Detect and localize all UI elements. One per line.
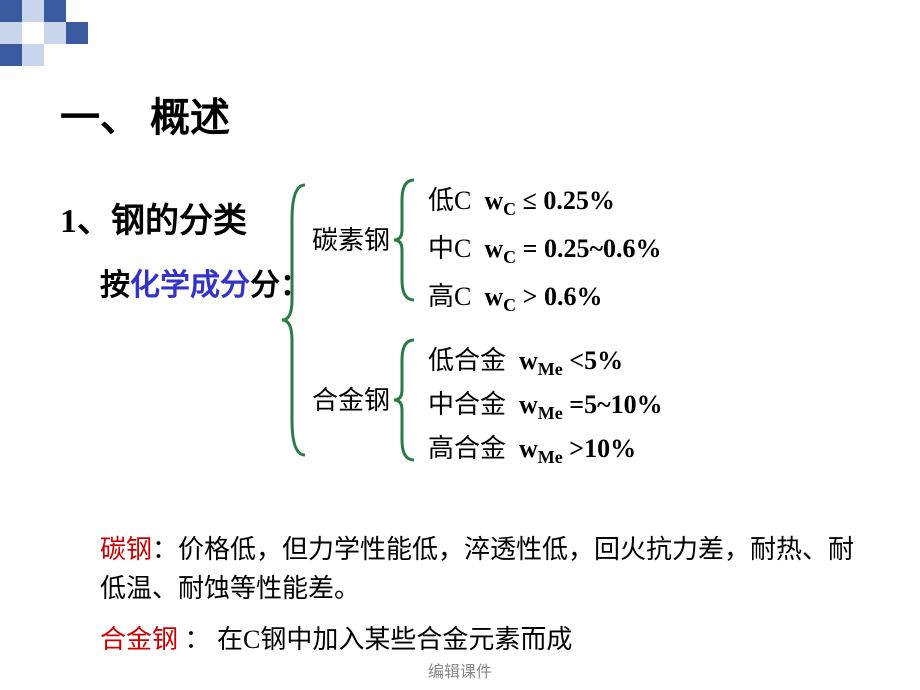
group1-label: 碳素钢 [312, 220, 390, 257]
classification-item: 低合金 wMe <5% [428, 340, 623, 380]
footer-text: 编辑课件 [0, 658, 920, 682]
by-highlight: 化学成分 [130, 269, 250, 302]
decor-square [22, 0, 44, 22]
section-title: 一、 概述 [60, 85, 880, 143]
by-prefix: 按 [100, 269, 130, 302]
note-carbon-steel: 碳钢：价格低，但力学性能低，淬透性低，回火抗力差，耐热、耐低温、耐蚀等性能差。 [100, 530, 860, 608]
note2-text: ： 在C钢中加入某些合金元素而成 [185, 625, 573, 654]
note1-label: 碳钢 [100, 535, 152, 564]
decor-square [44, 22, 66, 44]
decor-square [22, 22, 44, 44]
decor-square [22, 44, 44, 66]
group2-label: 合金钢 [312, 380, 390, 417]
classification-item: 中C wC = 0.25~0.6% [428, 228, 661, 268]
note-alloy-steel: 合金钢 ： 在C钢中加入某些合金元素而成 [100, 620, 860, 659]
classification-tree: 碳素钢 合金钢 低C wC ≤ 0.25% 中C wC = 0.25~0.6% 高C… [280, 180, 880, 460]
group2-brace-icon [392, 335, 417, 465]
classification-item: 高合金 wMe >10% [428, 428, 636, 468]
main-brace-icon [280, 180, 310, 460]
note2-label: 合金钢 [100, 625, 185, 654]
decor-square [0, 44, 22, 66]
corner-decoration [0, 0, 120, 70]
decor-square [66, 22, 88, 44]
group1-brace-icon [392, 175, 417, 305]
classification-item: 高C wC > 0.6% [428, 276, 602, 316]
decor-square [0, 0, 22, 22]
note1-text: ：价格低，但力学性能低，淬透性低，回火抗力差，耐热、耐低温、耐蚀等性能差。 [100, 535, 854, 603]
classification-item: 低C wC ≤ 0.25% [428, 180, 615, 220]
decor-square [44, 0, 66, 22]
classification-item: 中合金 wMe =5~10% [428, 384, 663, 424]
decor-square [0, 22, 22, 44]
